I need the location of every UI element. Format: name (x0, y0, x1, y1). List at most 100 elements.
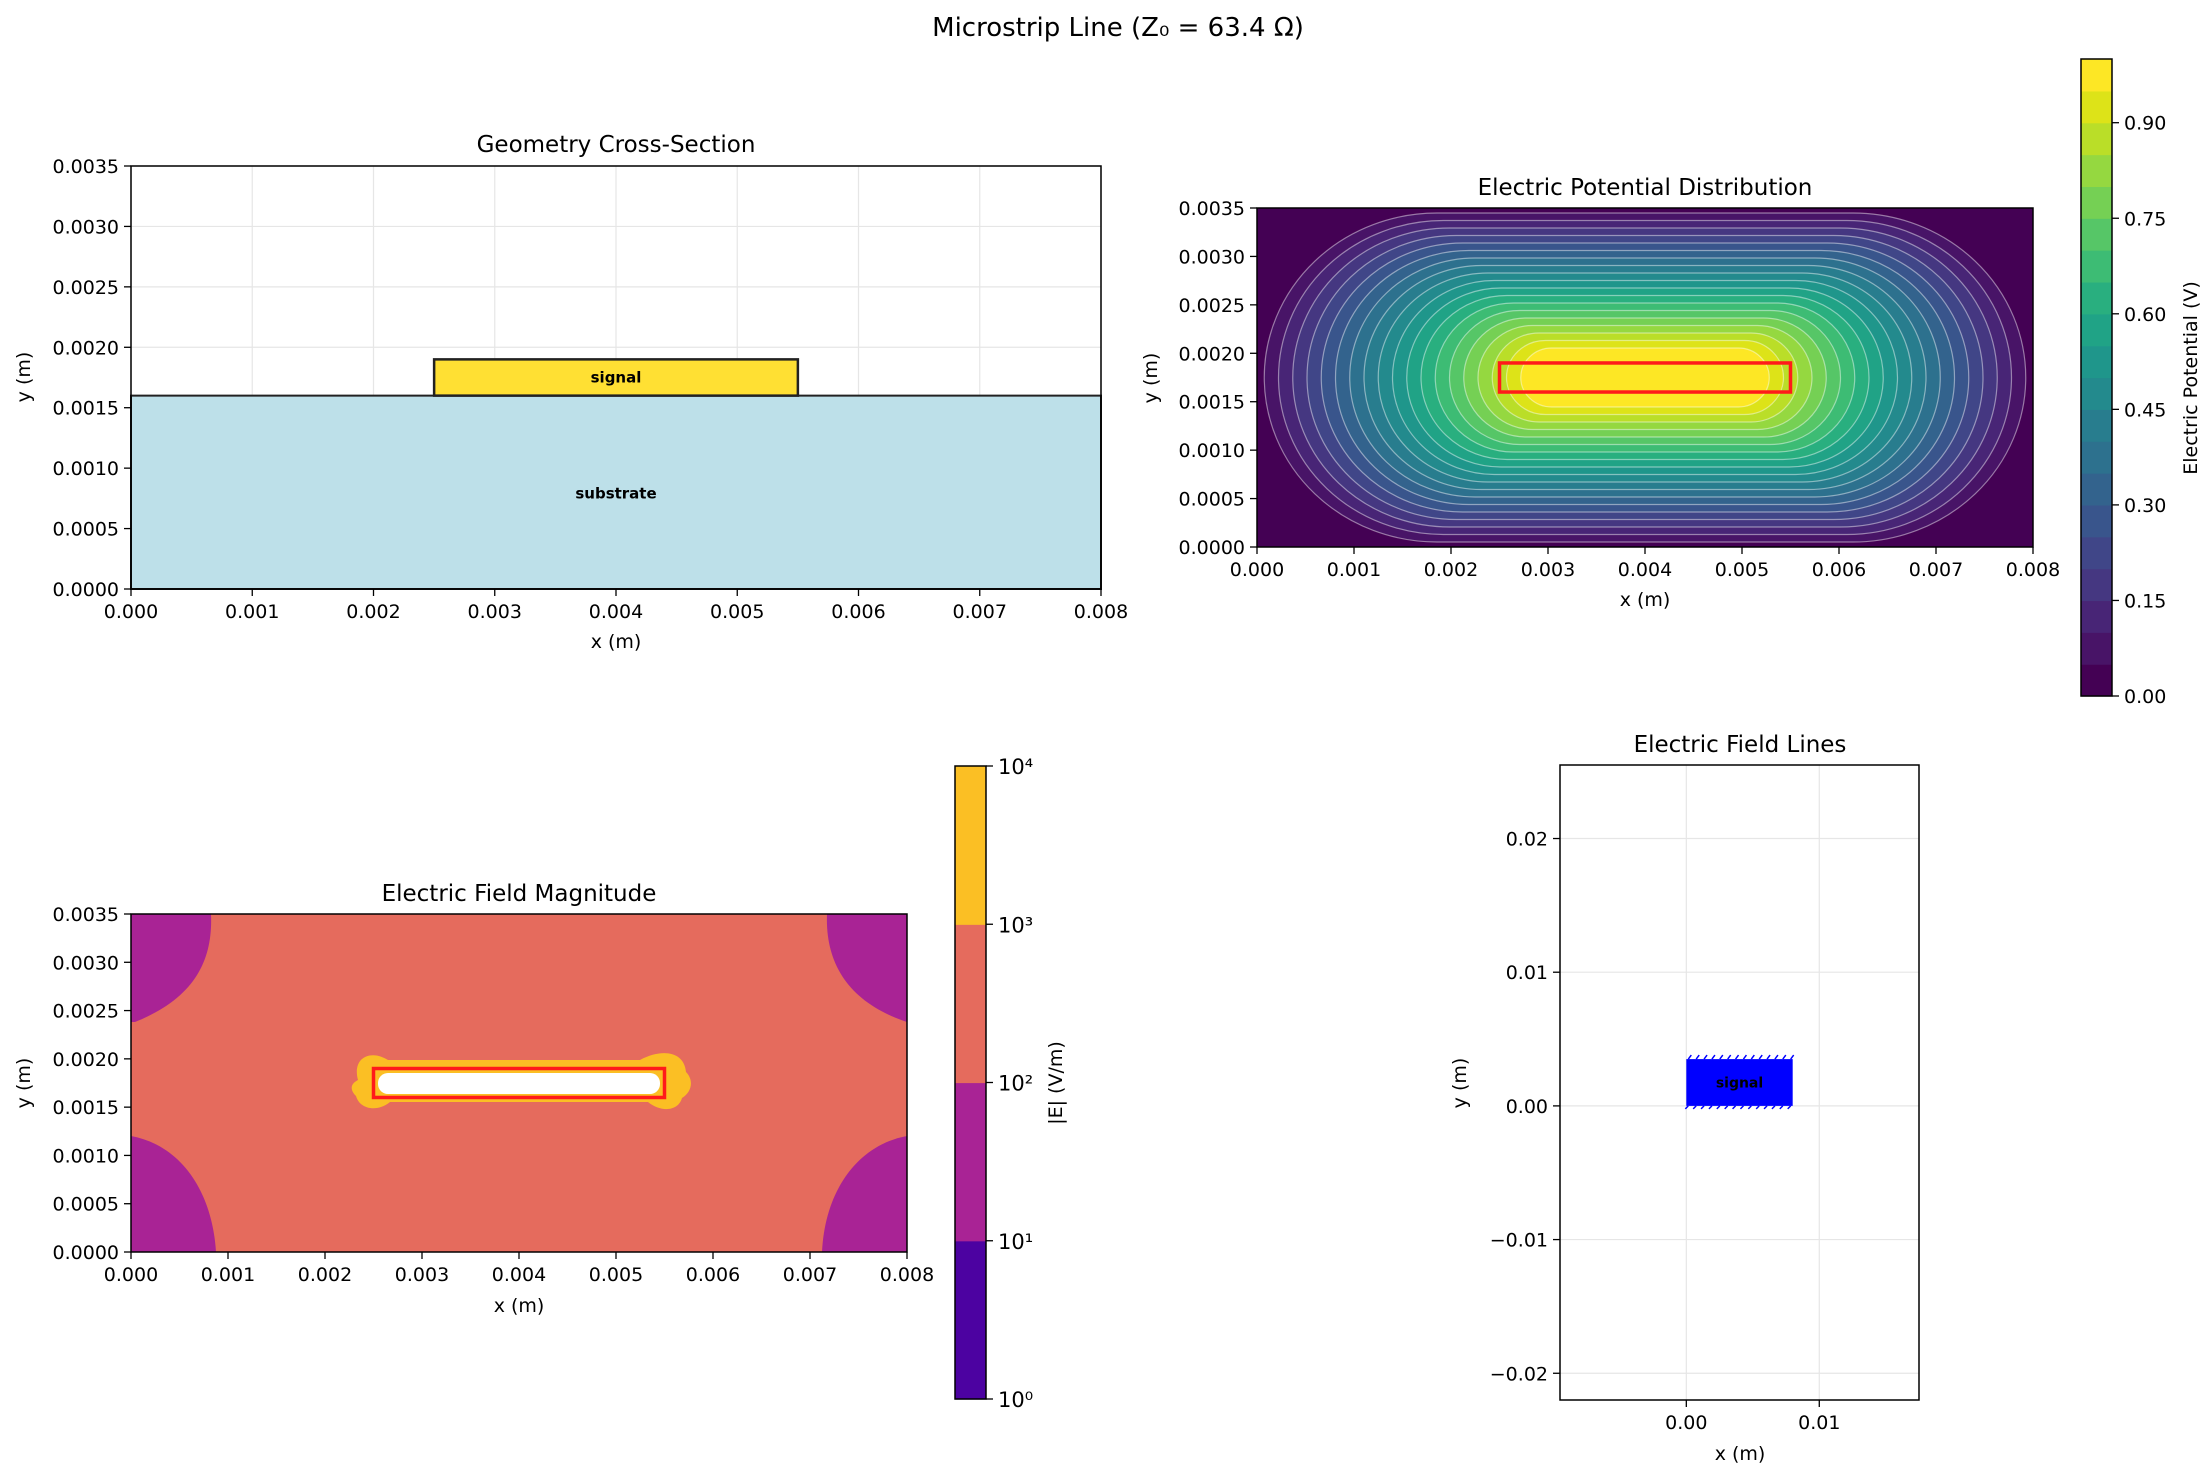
x-tick-label: 0.005 (589, 1264, 643, 1286)
x-tick-label: 0.007 (953, 601, 1007, 623)
y-tick-label: 0.0020 (53, 1049, 119, 1071)
conductor-outline (371, 1066, 667, 1100)
x-tick-label: 0.008 (1074, 601, 1128, 623)
conductor-outline (1497, 361, 1793, 394)
field-arrow (1708, 1105, 1713, 1110)
x-tick-label: 0.003 (1521, 559, 1575, 581)
chart-title: Electric Potential Distribution (1478, 175, 1813, 201)
y-tick-label: 0.0035 (53, 904, 119, 926)
y-tick-label: 0.01 (1506, 962, 1548, 984)
chart-title: Electric Field Magnitude (382, 881, 657, 907)
colorbar-tick-label: 0.30 (2124, 495, 2166, 517)
x-tick-label: 0.001 (1327, 559, 1381, 581)
chart-title: Geometry Cross-Section (477, 132, 756, 158)
substrate-label: substrate (575, 484, 656, 502)
y-tick-label: 0.0035 (1179, 198, 1245, 220)
y-tick-label: 0.0030 (1179, 246, 1245, 268)
y-tick-label: 0.0030 (53, 216, 119, 238)
colorbar-band (2081, 473, 2112, 506)
x-tick-label: 0.001 (225, 601, 279, 623)
field-arrow (1727, 1054, 1732, 1060)
field-arrow (1763, 1105, 1768, 1110)
colorbar-band (2081, 154, 2112, 187)
x-tick-label: 0.002 (298, 1264, 352, 1286)
x-tick-label: 0.006 (686, 1264, 740, 1286)
y-axis-label: y (m) (13, 1058, 35, 1109)
colorbar-tick-label: 0.15 (2124, 590, 2166, 612)
field-arrow (1703, 1054, 1708, 1060)
field-arrow (1755, 1105, 1760, 1110)
field-arrow (1790, 1054, 1795, 1060)
x-tick-label: 0.008 (2006, 559, 2060, 581)
field-arrow (1779, 1105, 1784, 1110)
x-tick-label: 0.004 (589, 601, 643, 623)
colorbar-tick-label: 10² (998, 1072, 1033, 1096)
y-tick-label: 0.0010 (53, 1145, 119, 1167)
colorbar-band (955, 766, 986, 925)
colorbar-band (2081, 313, 2112, 347)
colorbar-tick-label: 10⁴ (998, 755, 1033, 779)
field-lines-panel: signal 0.00 0.01 −0.02 −0.01 0.00 0.01 0.02 El… (1449, 732, 1920, 1465)
potential-contours (1263, 212, 2027, 543)
colorbar-band (2081, 250, 2112, 283)
field-arrow (1692, 1105, 1697, 1110)
corner-region (131, 1136, 216, 1252)
y-tick-label: −0.02 (1490, 1363, 1548, 1385)
corner-region (826, 914, 907, 1022)
y-tick-label: 0.0015 (1179, 392, 1245, 414)
colorbar-frame (2080, 58, 2113, 697)
y-tick-label: 0.0025 (53, 277, 119, 299)
y-tick-label: 0.0000 (1179, 537, 1245, 559)
x-tick-label: 0.000 (104, 601, 158, 623)
axis-ticks: 0.000 0.001 0.002 0.003 0.004 0.005 0.006 0.007… (1179, 198, 2061, 581)
y-tick-label: 0.0015 (53, 1097, 119, 1119)
y-tick-label: 0.0010 (1179, 440, 1245, 462)
colorbar-band (2081, 441, 2112, 474)
field-arrow (1719, 1054, 1724, 1060)
colorbar-label: Electric Potential (V) (2180, 281, 2202, 475)
y-tick-label: 0.0020 (53, 337, 119, 359)
x-tick-label: 0.000 (104, 1264, 158, 1286)
field-arrow (1716, 1105, 1721, 1110)
field-colorbar (955, 766, 986, 1400)
colorbar-label: |E| (V/m) (1045, 1041, 1067, 1125)
y-tick-label: 0.0005 (53, 1194, 119, 1216)
colorbar-band (955, 1082, 986, 1242)
colorbar-band (2081, 345, 2112, 379)
corner-region (822, 1136, 907, 1252)
low-field-interior (378, 1073, 660, 1094)
signal-label: signal (1716, 1076, 1763, 1092)
x-tick-label: 0.004 (1618, 559, 1672, 581)
x-tick-label: 0.01 (1798, 1412, 1840, 1434)
colorbar-band (2081, 281, 2112, 315)
x-axis-label: x (m) (1620, 589, 1671, 611)
x-tick-label: 0.002 (1424, 559, 1478, 581)
geometry-panel: substrate signal 0.000 0.001 0.002 0.003 0.0… (13, 132, 1128, 653)
potential-contour (1520, 347, 1770, 408)
colorbar-tick-label: 10⁰ (998, 1388, 1033, 1412)
x-tick-label: 0.002 (346, 601, 400, 623)
field-arrow (1711, 1054, 1716, 1060)
y-tick-label: 0.00 (1506, 1096, 1548, 1118)
field-arrow (1747, 1105, 1752, 1110)
x-tick-label: 0.003 (468, 601, 522, 623)
colorbar-band (2081, 90, 2112, 124)
colorbar-band (2081, 377, 2112, 410)
y-tick-label: 0.0005 (1179, 489, 1245, 511)
colorbar-ticks: 10⁰ 10¹ 10² 10³ 10⁴ (986, 755, 1033, 1412)
axis-ticks: 0.000 0.001 0.002 0.003 0.004 0.005 0.006 0.007… (53, 904, 935, 1286)
plot-frame (1559, 764, 1920, 1401)
y-tick-label: 0.0010 (53, 458, 119, 480)
x-tick-label: 0.004 (492, 1264, 546, 1286)
field-arrow (1724, 1105, 1729, 1110)
field-arrow (1750, 1054, 1755, 1060)
field-arrow (1774, 1054, 1779, 1060)
colorbar-tick-label: 0.45 (2124, 399, 2166, 421)
signal-label: signal (591, 369, 642, 387)
colorbar-band (2081, 632, 2112, 665)
x-tick-label: 0.005 (710, 601, 764, 623)
colorbar-tick-label: 0.00 (2124, 686, 2166, 708)
colorbar-tick-label: 0.75 (2124, 208, 2166, 230)
colorbar-band (2081, 186, 2112, 219)
